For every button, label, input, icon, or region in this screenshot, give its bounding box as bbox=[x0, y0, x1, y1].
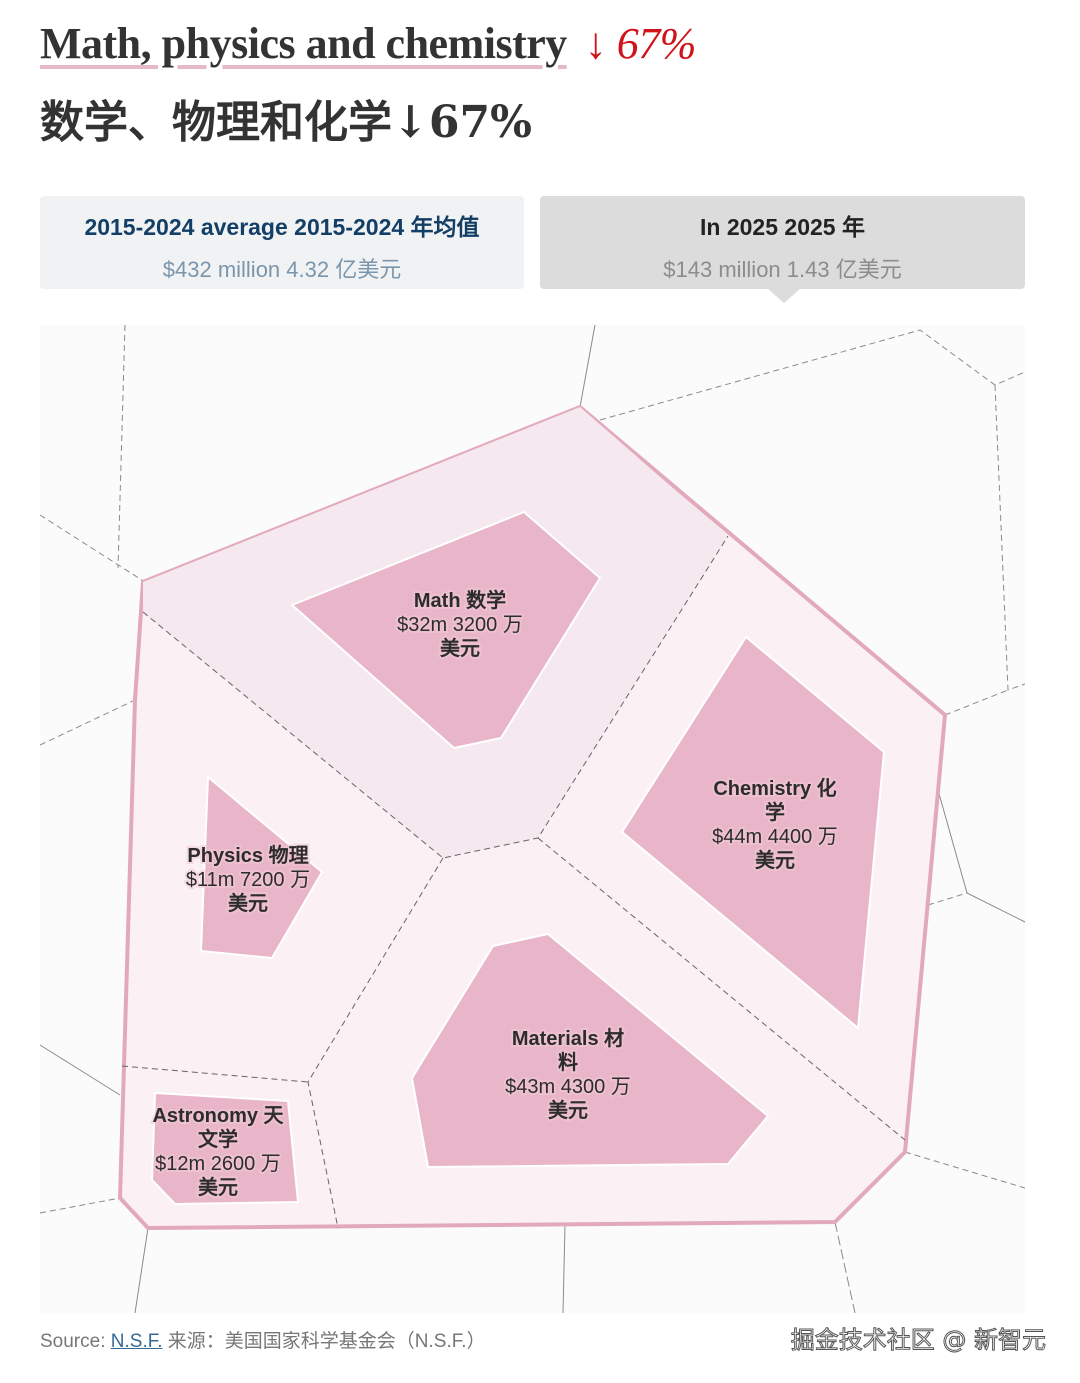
cell-label-astronomy: 文学 bbox=[198, 1127, 238, 1151]
cell-label-chemistry: $44m 4400 万 bbox=[712, 826, 838, 848]
cell-physics[interactable] bbox=[199, 774, 324, 960]
bg-edge bbox=[117, 324, 126, 569]
source-link[interactable]: N.S.F. bbox=[110, 1331, 163, 1352]
bg-edge bbox=[994, 384, 1026, 691]
cell-label-materials: $43m 4300 万 bbox=[505, 1076, 631, 1098]
bg-edge bbox=[134, 1227, 149, 1314]
bg-edge bbox=[39, 699, 136, 746]
cell-label-chemistry: 美元 bbox=[755, 848, 795, 872]
bg-edge bbox=[599, 329, 1026, 421]
current-value: $143 million 1.43 亿美元 bbox=[663, 257, 902, 282]
bg-edge bbox=[944, 689, 1009, 716]
inner-cells bbox=[150, 510, 886, 1206]
average-value: $432 million 4.32 亿美元 bbox=[162, 257, 402, 282]
page-title: Math, physics and chemistry ↓ 67% bbox=[40, 18, 696, 69]
cell-math[interactable] bbox=[290, 510, 602, 750]
average-label: 2015-2024 average 2015-2024 年均值 bbox=[84, 214, 480, 240]
source-note: Source: N.S.F. 来源：美国国家科学基金会（N.S.F.） bbox=[40, 1326, 486, 1353]
internal-cell-borders bbox=[121, 535, 906, 1229]
cell-label-astronomy: $12m 2600 万 bbox=[155, 1153, 281, 1175]
cell-label-astronomy: Astronomy 天 bbox=[152, 1105, 284, 1127]
cell-edge bbox=[142, 535, 729, 859]
current-year-card[interactable]: In 2025 2025 年 $143 million 1.43 亿美元 bbox=[540, 196, 1025, 303]
source-zh: 来源：美国国家科学基金会（N.S.F.） bbox=[162, 1331, 486, 1352]
cell-edge bbox=[307, 857, 444, 1229]
current-label: In 2025 2025 年 bbox=[700, 214, 865, 240]
bg-edge bbox=[927, 892, 968, 906]
cell-label-math: $32m 3200 万 bbox=[397, 614, 523, 636]
title-text: Math, physics and chemistry bbox=[40, 19, 567, 68]
cell-label-math: Math 数学 bbox=[414, 588, 506, 612]
cell-label-materials: 美元 bbox=[548, 1098, 588, 1122]
cell-label-math: 美元 bbox=[440, 636, 480, 660]
bg-edge bbox=[39, 1197, 121, 1214]
cell-label-physics: $11m 7200 万 bbox=[186, 869, 310, 891]
background-cell-borders bbox=[39, 324, 1026, 1314]
watermark: 掘金技术社区 @ 新智元 bbox=[790, 1326, 1046, 1355]
cell-label-chemistry: Chemistry 化 bbox=[713, 776, 836, 800]
cell-label-physics: Physics 物理 bbox=[187, 843, 308, 867]
source-prefix: Source: bbox=[40, 1331, 111, 1352]
bg-edge bbox=[39, 514, 146, 583]
cell-label-materials: 料 bbox=[558, 1051, 578, 1074]
title-change: ↓ 67% bbox=[584, 19, 697, 68]
cell-label-materials: Materials 材 bbox=[512, 1027, 624, 1050]
selected-pointer-icon bbox=[768, 289, 800, 303]
cell-astronomy[interactable] bbox=[150, 1091, 300, 1206]
cell-materials[interactable] bbox=[410, 932, 770, 1169]
cell-chemistry[interactable] bbox=[620, 635, 886, 1030]
bg-edge bbox=[904, 1151, 1026, 1189]
cell-label-physics: 美元 bbox=[228, 891, 268, 915]
cell-label-chemistry: 学 bbox=[765, 800, 785, 824]
cell-label-astronomy: 美元 bbox=[198, 1175, 238, 1199]
cell-edge bbox=[121, 1065, 309, 1083]
bg-edge bbox=[562, 1224, 566, 1314]
page-title-zh: 数学、物理和化学↓67% bbox=[40, 97, 532, 148]
bg-edge bbox=[834, 1221, 856, 1314]
average-card[interactable]: 2015-2024 average 2015-2024 年均值 $432 mil… bbox=[40, 196, 524, 289]
bg-edge bbox=[39, 1044, 121, 1096]
bg-edge bbox=[579, 324, 596, 408]
